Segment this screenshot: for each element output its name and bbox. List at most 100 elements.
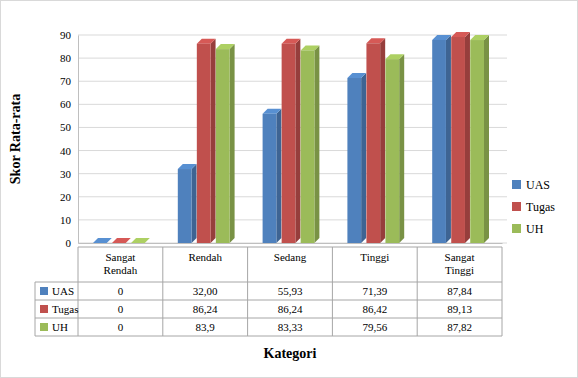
bar-top [451, 32, 470, 37]
y-tick: 70 [60, 75, 78, 87]
y-tick: 40 [60, 145, 78, 157]
x-tick-label: SangatTinggi [445, 251, 475, 276]
bar [347, 78, 361, 243]
bar [366, 43, 380, 243]
table-line [162, 247, 163, 336]
table-line [78, 247, 79, 336]
table-line [332, 247, 333, 336]
table-legend-key [40, 287, 48, 295]
table-value: 0 [118, 303, 124, 315]
legend-label: UH [526, 222, 544, 236]
legend-label: Tugas [526, 200, 555, 214]
bar [282, 44, 296, 243]
y-tick: 50 [60, 121, 78, 133]
bar-top [131, 238, 150, 243]
table-value: 86,24 [278, 303, 303, 315]
grid [78, 35, 507, 243]
legend-label: UAS [526, 178, 550, 192]
bars [93, 32, 489, 243]
bar-side [276, 109, 281, 243]
bar [385, 59, 399, 243]
y-tick-label: 20 [60, 191, 72, 203]
x-tick-label: Rendah [188, 251, 222, 263]
table-value: 87,82 [447, 321, 472, 333]
y-tick-label: 80 [60, 52, 72, 64]
bar [263, 114, 277, 243]
y-tick-label: 90 [60, 29, 72, 41]
bar-top [432, 35, 451, 40]
bar-top [93, 238, 112, 243]
bar-top [366, 38, 385, 43]
bar-top [197, 39, 216, 44]
bar-top [301, 45, 320, 50]
table-line [417, 247, 418, 336]
data-table: SangatRendahRendahSedangTinggiSangatTing… [35, 247, 502, 336]
y-tick: 80 [60, 52, 78, 64]
y-tick-label: 50 [60, 121, 72, 133]
y-tick-label: 10 [60, 214, 72, 226]
y-tick: 60 [60, 98, 78, 110]
y-tick: 30 [60, 168, 78, 180]
bar [451, 37, 465, 243]
table-legend-key [40, 305, 48, 313]
chart: 0102030405060708090SangatRendahRendahSed… [0, 0, 578, 378]
table-line [247, 247, 248, 336]
bar [432, 40, 446, 243]
legend-key [512, 202, 521, 211]
table-line [35, 336, 502, 337]
y-tick: 0 [66, 237, 79, 249]
table-value: 55,93 [278, 285, 303, 297]
table-value: 86,24 [193, 303, 218, 315]
y-axis: 0 10 20 30 40 50 60 70 80 90 [60, 29, 79, 249]
legend: UAS Tugas UH [512, 178, 555, 236]
bar-side [399, 54, 404, 243]
bar-side [380, 38, 385, 243]
bar-side [295, 39, 300, 243]
table-value: 0 [118, 321, 124, 333]
legend-key [512, 224, 521, 233]
y-tick: 20 [60, 191, 78, 203]
bar-side [446, 35, 451, 243]
bar-top [178, 164, 197, 169]
bar-side [211, 39, 216, 243]
x-axis-line [79, 243, 503, 244]
x-axis [79, 243, 503, 244]
chart-frame [1, 1, 578, 378]
y-tick-label: 40 [60, 145, 72, 157]
table-value: 83,9 [196, 321, 216, 333]
table-line [78, 247, 502, 248]
table-value: 87,84 [447, 285, 472, 297]
bar-top [470, 35, 489, 40]
table-value: 0 [118, 285, 124, 297]
bar-side [465, 32, 470, 243]
table-value: 83,33 [278, 321, 303, 333]
x-tick-label: Tinggi [360, 251, 389, 263]
bar-series [131, 35, 489, 243]
bar-side [230, 44, 235, 243]
table-line [35, 318, 502, 319]
bar-top [385, 54, 404, 59]
legend-key [512, 180, 521, 189]
y-tick-label: 0 [66, 237, 72, 249]
bar-series [93, 35, 451, 243]
bar-top [216, 44, 235, 49]
table-series-name: UAS [52, 285, 74, 297]
bar-top [347, 73, 366, 78]
table-value: 32,00 [193, 285, 218, 297]
table-line [35, 282, 36, 336]
bar [112, 243, 126, 244]
table-value: 89,13 [447, 303, 472, 315]
bar-top [263, 109, 282, 114]
bar-top [112, 238, 131, 243]
bar [301, 50, 315, 243]
table-line [502, 247, 503, 336]
x-tick-label: Sedang [274, 251, 307, 263]
y-tick-label: 70 [60, 75, 72, 87]
bar-series [112, 32, 470, 243]
bar [178, 169, 192, 243]
bar [470, 40, 484, 243]
bar-side [484, 35, 489, 243]
bar [216, 49, 230, 243]
table-line [35, 300, 502, 301]
table-value: 86,42 [362, 303, 387, 315]
